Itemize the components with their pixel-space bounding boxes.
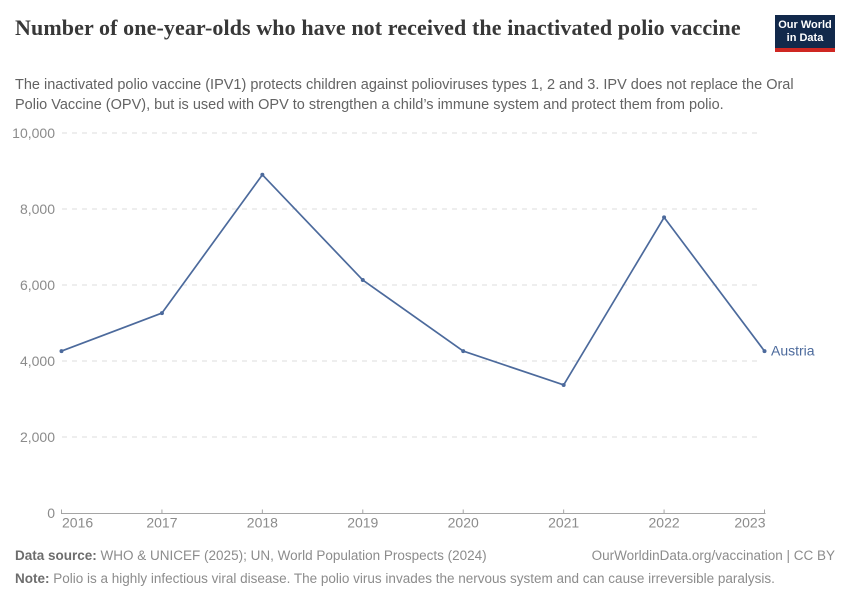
note-label: Note: [15,571,50,586]
x-tick-label: 2016 [62,515,93,531]
owid-logo-line1: Our World [778,18,832,31]
y-tick-label: 8,000 [20,201,55,217]
y-tick-label: 10,000 [12,125,55,141]
data-point [159,311,164,316]
owid-logo-line2: in Data [786,31,824,44]
x-tick-label: 2018 [247,515,278,531]
austria-line [60,173,766,386]
chart-note: Note: Polio is a highly infectious viral… [15,570,835,588]
data-source-label: Data source: [15,548,97,563]
data-point [360,278,365,283]
owid-link[interactable]: OurWorldinData.org/vaccination | CC BY [591,548,835,563]
y-tick-label: 4,000 [20,353,55,369]
x-tick-label: 2021 [548,515,579,531]
data-point [762,349,767,354]
y-tick-label: 0 [47,505,55,521]
y-tick-label: 6,000 [20,277,55,293]
y-tick-label: 2,000 [20,429,55,445]
data-point [461,349,466,354]
owid-logo[interactable]: Our World in Data [775,15,835,52]
chart-subtitle: The inactivated polio vaccine (IPV1) pro… [15,77,794,113]
x-tick-label: 2020 [448,515,479,531]
data-source: Data source: WHO & UNICEF (2025); UN, Wo… [15,547,487,565]
x-tick-label: 2022 [649,515,680,531]
data-point [260,172,265,177]
data-point [59,349,64,354]
x-tick-label: 2017 [146,515,177,531]
x-tick-label: 2023 [734,515,765,531]
page-title: Number of one-year-olds who have not rec… [15,15,741,40]
data-source-text: WHO & UNICEF (2025); UN, World Populatio… [100,548,487,563]
data-point [662,215,667,220]
chart-footer: Data source: WHO & UNICEF (2025); UN, Wo… [15,547,835,588]
data-point [561,382,566,387]
series-label-austria: Austria [771,343,815,359]
x-tick-label: 2019 [347,515,378,531]
note-text: Polio is a highly infectious viral disea… [53,571,775,586]
